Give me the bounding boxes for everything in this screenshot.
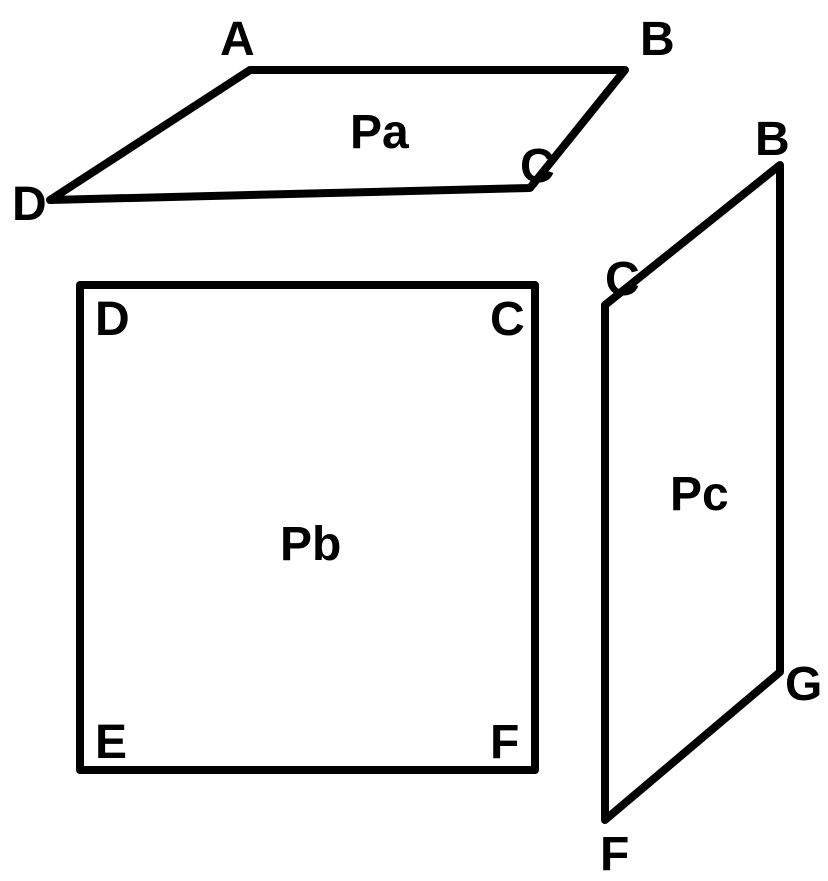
vertex-label-pb-D: D [95, 293, 130, 346]
vertex-label-pb-C: C [490, 293, 525, 346]
vertex-label-pc-B: B [755, 113, 790, 166]
vertex-label-pc-C: C [605, 253, 640, 306]
vertex-label-pb-F: F [490, 716, 519, 769]
vertex-label-pa-C: C [520, 140, 555, 193]
panel-label-pa: Pa [350, 106, 409, 159]
vertex-label-pa-A: A [220, 13, 255, 66]
vertex-label-pc-F: F [600, 828, 629, 881]
vertex-label-pb-E: E [95, 716, 127, 769]
vertex-label-pc-G: G [785, 658, 822, 711]
panel-label-pc: Pc [670, 468, 729, 521]
exploded-box-diagram: A B C D Pa D C F E Pb C B G F Pc [0, 0, 828, 881]
vertex-label-pa-B: B [640, 13, 675, 66]
panel-label-pb: Pb [280, 518, 341, 571]
vertex-label-pa-D: D [12, 178, 47, 231]
